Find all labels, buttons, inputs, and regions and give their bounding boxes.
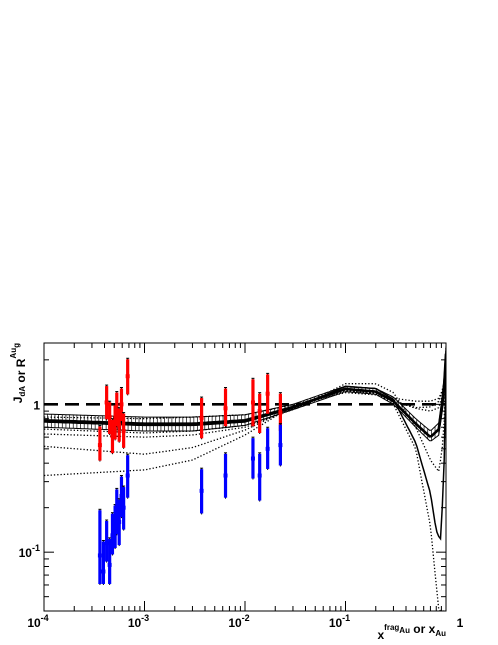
data-point bbox=[117, 423, 122, 428]
data-point bbox=[104, 400, 109, 405]
data-point bbox=[257, 473, 262, 478]
series-2 bbox=[97, 423, 283, 585]
x-axis-title: xfragAu or xAu bbox=[377, 622, 446, 642]
data-point bbox=[97, 443, 102, 448]
series-1 bbox=[97, 357, 283, 462]
data-point bbox=[117, 519, 122, 524]
data-point bbox=[110, 533, 115, 538]
data-point bbox=[104, 541, 109, 546]
data-point bbox=[125, 374, 130, 379]
data-point bbox=[107, 562, 112, 567]
x-tick-label: 10-3 bbox=[128, 613, 149, 630]
y-axis-title: JdA or RAug bbox=[9, 343, 28, 403]
x-tick-label: 10-4 bbox=[27, 613, 48, 630]
y-tick-label: 1 bbox=[33, 398, 40, 412]
data-point bbox=[110, 434, 115, 439]
data-point bbox=[257, 409, 262, 414]
data-point bbox=[97, 553, 102, 558]
data-point bbox=[107, 415, 112, 420]
data-point bbox=[199, 488, 204, 493]
data-point bbox=[265, 446, 270, 451]
data-point bbox=[223, 473, 228, 478]
data-point bbox=[114, 508, 119, 513]
data-point bbox=[250, 456, 255, 461]
data-point bbox=[101, 569, 106, 574]
x-tick-label: 10-2 bbox=[228, 613, 249, 630]
data-point bbox=[114, 407, 119, 412]
model-curve-7 bbox=[44, 374, 446, 477]
data-point bbox=[119, 402, 124, 407]
data-points-layer bbox=[97, 357, 283, 585]
data-point bbox=[113, 524, 118, 529]
data-point bbox=[265, 391, 270, 396]
x-tick-label: 1 bbox=[457, 616, 464, 630]
data-point bbox=[199, 415, 204, 420]
data-point bbox=[113, 420, 118, 425]
data-point bbox=[125, 473, 130, 478]
plot-area bbox=[44, 345, 446, 611]
data-point bbox=[278, 410, 283, 415]
y-tick-label: 10-1 bbox=[19, 543, 40, 560]
data-point bbox=[121, 505, 126, 510]
x-tick-label: 10-1 bbox=[329, 613, 350, 630]
data-point bbox=[250, 400, 255, 405]
data-point bbox=[223, 406, 228, 411]
data-point bbox=[278, 443, 283, 448]
data-point bbox=[119, 493, 124, 498]
tick-labels-layer: 10-4 10-3 10-2 10-1 1 10-1 1 bbox=[19, 398, 464, 630]
data-point bbox=[121, 429, 126, 434]
axis-ticks-layer bbox=[43, 343, 447, 612]
